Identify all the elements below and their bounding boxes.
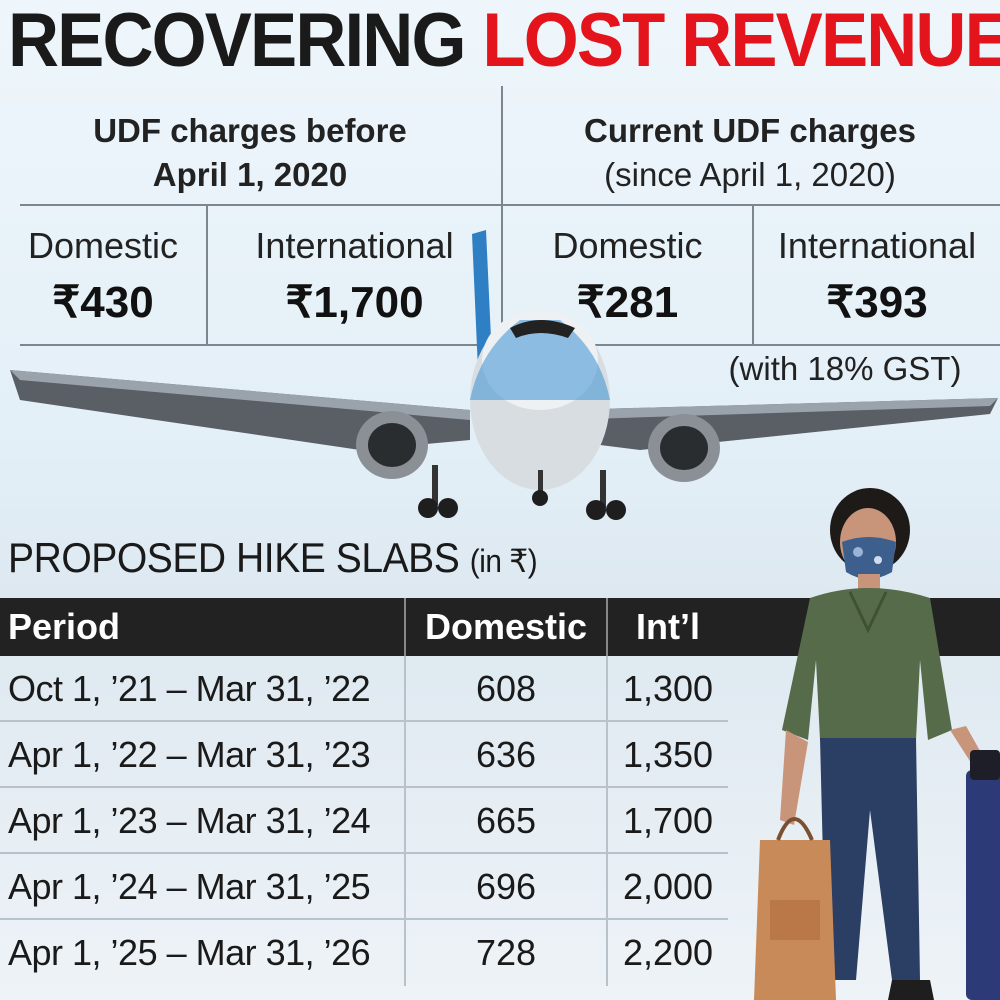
headline: RECOVERING LOST REVENUE — [8, 0, 1000, 83]
row-intl: 1,300 — [606, 656, 728, 722]
current-international-label: International — [777, 225, 977, 266]
header-domestic: Domestic — [404, 598, 606, 656]
headline-part1: RECOVERING — [8, 0, 466, 83]
headline-part2: LOST REVENUE — [482, 0, 1000, 83]
face-mask — [842, 537, 896, 579]
row-period: Apr 1, ’23 – Mar 31, ’24 — [8, 800, 371, 841]
right-landing-gear — [586, 500, 606, 520]
nose-gear — [532, 490, 548, 506]
tail-fin — [472, 230, 492, 370]
jeans — [820, 738, 920, 980]
current-international-value: ₹393 — [826, 278, 928, 327]
row-period: Apr 1, ’25 – Mar 31, ’26 — [8, 932, 371, 973]
current-domestic-value: ₹281 — [576, 278, 679, 327]
before-international-label: International — [255, 225, 454, 266]
current-title-line2: (since April 1, 2020) — [604, 156, 896, 193]
current-title-line1: Current UDF charges — [584, 112, 916, 149]
left-arm — [780, 730, 808, 825]
row-domestic: 665 — [404, 788, 606, 854]
table-row: Oct 1, ’21 – Mar 31, ’22 608 1,300 — [0, 656, 728, 722]
header-intl: Int’l — [606, 598, 728, 656]
row-intl: 2,200 — [606, 920, 728, 986]
divider — [206, 204, 208, 346]
divider — [20, 204, 1000, 206]
table-row: Apr 1, ’24 – Mar 31, ’25 696 2,000 — [0, 854, 728, 920]
gst-note: (with 18% GST) — [728, 350, 962, 387]
row-domestic: 696 — [404, 854, 606, 920]
before-title-line1: UDF charges before — [93, 112, 407, 149]
cockpit-windows — [510, 320, 575, 338]
before-domestic-label: Domestic — [27, 225, 179, 266]
current-domestic-label: Domestic — [552, 225, 703, 266]
airplane-photo — [10, 230, 998, 520]
row-intl: 1,350 — [606, 722, 728, 788]
slabs-title: PROPOSED HIKE SLABS (in ₹) — [8, 534, 538, 582]
slabs-unit: (in ₹) — [469, 543, 538, 579]
before-international-value: ₹1,700 — [285, 278, 424, 327]
row-period: Apr 1, ’22 – Mar 31, ’23 — [8, 734, 371, 775]
header-period: Period — [8, 606, 121, 647]
suitcase — [966, 770, 1000, 1000]
masked-traveller-photo — [754, 488, 1000, 1000]
left-landing-gear — [418, 498, 438, 518]
table-row: Apr 1, ’25 – Mar 31, ’26 728 2,200 — [0, 920, 728, 986]
before-title-line2: April 1, 2020 — [152, 156, 348, 193]
table-row: Apr 1, ’22 – Mar 31, ’23 636 1,350 — [0, 722, 728, 788]
row-period: Oct 1, ’21 – Mar 31, ’22 — [8, 668, 371, 709]
row-domestic: 636 — [404, 722, 606, 788]
shoe — [888, 980, 934, 1000]
left-wing — [10, 370, 470, 450]
row-domestic: 608 — [404, 656, 606, 722]
row-period: Apr 1, ’24 – Mar 31, ’25 — [8, 866, 371, 907]
row-intl: 2,000 — [606, 854, 728, 920]
before-domestic-value: ₹430 — [52, 278, 154, 327]
divider — [501, 86, 503, 346]
divider — [752, 204, 754, 346]
row-intl: 1,700 — [606, 788, 728, 854]
udf-comparison: UDF charges before April 1, 2020 Current… — [0, 86, 1000, 346]
shirt — [782, 588, 952, 740]
slabs-title-text: PROPOSED HIKE SLABS — [8, 534, 460, 581]
table-row: Apr 1, ’23 – Mar 31, ’24 665 1,700 — [0, 788, 728, 854]
row-domestic: 728 — [404, 920, 606, 986]
